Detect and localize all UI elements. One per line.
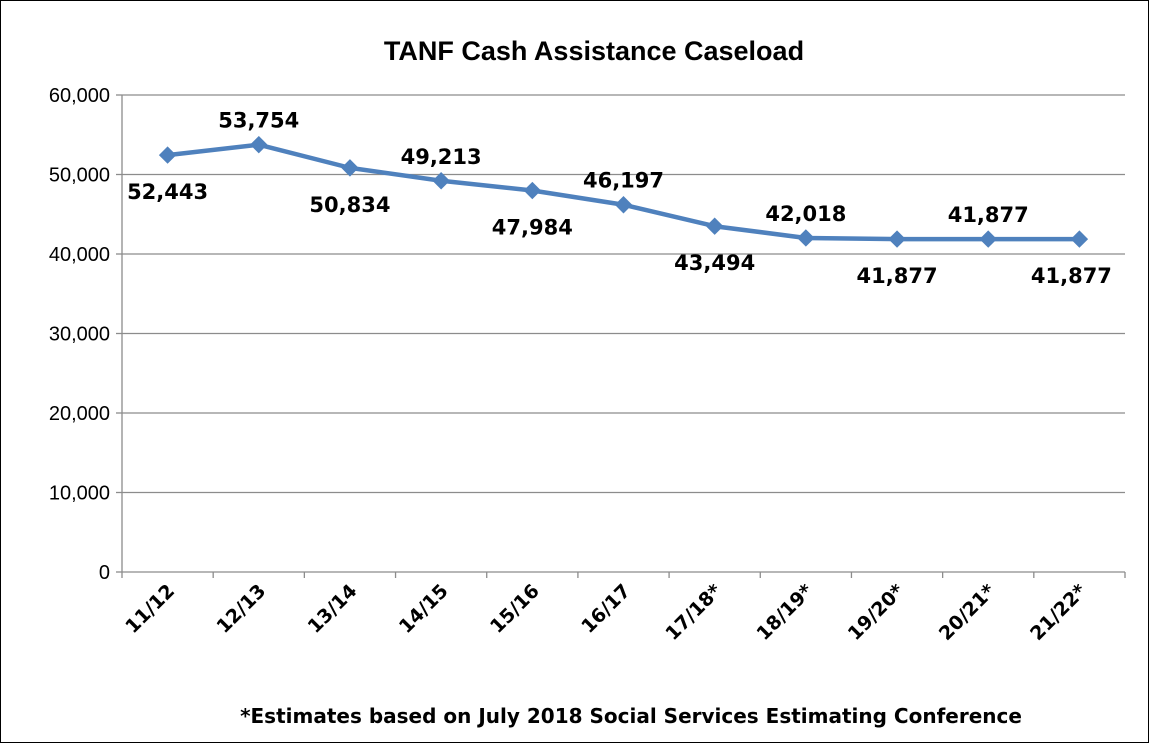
data-label: 50,834 [309, 193, 390, 217]
y-axis-ticks: 0 10,000 20,000 30,000 40,000 50,000 60,000 [49, 85, 110, 584]
data-label: 46,197 [583, 169, 664, 193]
x-tick-label: 14/15 [395, 580, 453, 638]
data-point-marker [250, 135, 268, 154]
data-point-marker [705, 217, 724, 235]
data-point-marker [341, 159, 359, 177]
data-label: 42,018 [765, 202, 846, 226]
x-axis-ticks: 11/12 12/13 13/14 14/15 15/16 16/17 17/18* 18/1… [121, 580, 1091, 645]
data-label: 41,877 [1031, 264, 1112, 288]
data-label: 41,877 [948, 203, 1029, 227]
data-label: 41,877 [857, 264, 938, 288]
data-point-marker [523, 181, 542, 200]
y-tick-label: 60,000 [49, 85, 110, 107]
y-tick-label: 30,000 [49, 324, 110, 346]
data-label: 52,443 [127, 180, 208, 204]
data-point-marker [888, 230, 906, 248]
x-tick-label: 18/19* [753, 580, 818, 645]
data-point-marker [979, 230, 997, 248]
series-caseload [158, 135, 1089, 248]
data-point-marker [1070, 230, 1089, 248]
data-point-marker [432, 172, 450, 190]
x-tick-label: 13/14 [304, 580, 362, 638]
data-point-marker [614, 196, 633, 214]
y-tick-label: 10,000 [49, 483, 110, 505]
x-tick-label: 21/22* [1026, 580, 1091, 645]
x-tick-label: 12/13 [212, 580, 270, 638]
y-tick-label: 40,000 [49, 244, 110, 266]
x-tick-label: 17/18* [661, 580, 726, 645]
data-label: 49,213 [401, 145, 482, 169]
data-label: 53,754 [218, 109, 299, 133]
axes [116, 94, 1126, 578]
x-tick-label: 19/20* [844, 580, 909, 645]
x-tick-label: 11/12 [121, 580, 179, 638]
x-tick-label: 15/16 [486, 580, 544, 638]
x-tick-label: 20/21* [935, 580, 1000, 645]
data-labels: 52,443 53,754 50,834 49,213 47,984 46,197 43,4… [127, 109, 1112, 288]
y-tick-label: 20,000 [49, 403, 110, 425]
y-tick-label: 0 [99, 562, 110, 584]
data-label: 43,494 [674, 251, 755, 275]
gridlines [122, 94, 1125, 494]
y-tick-label: 50,000 [49, 165, 110, 187]
data-point-marker [158, 146, 177, 164]
footnote: *Estimates based on July 2018 Social Ser… [240, 704, 1022, 728]
x-tick-label: 16/17 [577, 580, 635, 638]
chart-title: TANF Cash Assistance Caseload [384, 36, 804, 66]
data-label: 47,984 [492, 216, 573, 240]
data-point-marker [797, 229, 815, 247]
